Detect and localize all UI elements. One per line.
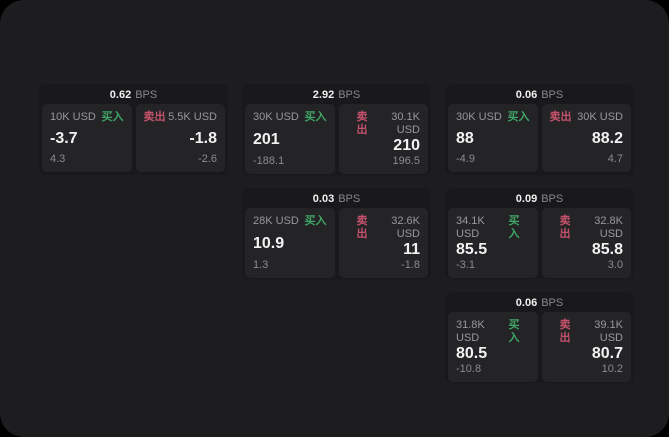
- quote-card: 2.92 BPS 30K USD 买入 201 -188.1 卖出 30.1K …: [242, 84, 431, 175]
- sell-price: 80.7: [591, 345, 623, 362]
- buy-label: 买入: [508, 319, 520, 344]
- quote-cards-grid: 0.62 BPS 10K USD 买入 -3.7 4.3 卖出 5.5K USD: [39, 84, 634, 383]
- buy-price: -3.7: [50, 129, 78, 147]
- sell-panel[interactable]: 卖出 30K USD 88.2 4.7: [541, 104, 631, 172]
- buy-amount: 30K USD: [456, 111, 502, 123]
- bps-unit-label: BPS: [541, 89, 564, 101]
- sell-label: 卖出: [559, 215, 571, 240]
- bps-unit-label: BPS: [135, 89, 158, 101]
- sell-label: 卖出: [356, 111, 368, 136]
- quote-card: 0.06 BPS 31.8K USD 买入 80.5 -10.8 卖出 39.1…: [445, 292, 634, 383]
- sell-label: 卖出: [549, 111, 572, 123]
- bps-unit-label: BPS: [541, 297, 564, 309]
- sell-amount: 32.8K USD: [594, 215, 623, 240]
- buy-label: 买入: [304, 215, 327, 227]
- quote-card: 0.09 BPS 34.1K USD 买入 85.5 -3.1 卖出 32.8K…: [445, 188, 634, 279]
- sell-price: -1.8: [189, 129, 217, 147]
- bps-header: 0.06 BPS: [448, 296, 631, 310]
- buy-price: 10.9: [253, 234, 285, 252]
- buy-panel[interactable]: 10K USD 买入 -3.7 4.3: [42, 104, 132, 172]
- bps-value: 0.09: [515, 193, 538, 205]
- sell-sub-value: -2.6: [198, 153, 217, 165]
- sell-panel[interactable]: 卖出 32.6K USD 11 -1.8: [338, 208, 428, 278]
- bps-value: 0.62: [109, 89, 132, 101]
- bps-unit-label: BPS: [338, 89, 361, 101]
- buy-label: 买入: [304, 111, 327, 123]
- sell-label: 卖出: [143, 111, 166, 123]
- buy-sub-value: 4.3: [50, 153, 66, 165]
- sell-panel[interactable]: 卖出 30.1K USD 210 196.5: [338, 104, 428, 174]
- bps-header: 0.62 BPS: [42, 88, 225, 102]
- bps-value: 0.06: [515, 89, 538, 101]
- sell-panel[interactable]: 卖出 39.1K USD 80.7 10.2: [541, 312, 631, 382]
- buy-panel[interactable]: 30K USD 买入 201 -188.1: [245, 104, 335, 174]
- bps-header: 0.09 BPS: [448, 192, 631, 206]
- buy-price: 88: [456, 129, 474, 147]
- sell-sub-value: -1.8: [401, 259, 420, 271]
- sell-sub-value: 4.7: [607, 153, 623, 165]
- sell-label: 卖出: [559, 319, 571, 344]
- buy-panel[interactable]: 28K USD 买入 10.9 1.3: [245, 208, 335, 278]
- sell-label: 卖出: [356, 215, 368, 240]
- buy-sub-value: -188.1: [253, 155, 285, 167]
- buy-price: 85.5: [456, 241, 488, 258]
- sell-price: 210: [393, 137, 420, 154]
- bps-unit-label: BPS: [338, 193, 361, 205]
- sell-amount: 5.5K USD: [168, 111, 217, 123]
- buy-label: 买入: [507, 111, 530, 123]
- bps-header: 2.92 BPS: [245, 88, 428, 102]
- sell-price: 88.2: [591, 129, 623, 147]
- sell-panel[interactable]: 卖出 5.5K USD -1.8 -2.6: [135, 104, 225, 172]
- buy-label: 买入: [508, 215, 520, 240]
- bps-value: 2.92: [312, 89, 335, 101]
- buy-sub-value: -10.8: [456, 363, 482, 375]
- sell-sub-value: 3.0: [607, 259, 623, 271]
- buy-sub-value: -4.9: [456, 153, 475, 165]
- bps-value: 0.03: [312, 193, 335, 205]
- bps-header: 0.03 BPS: [245, 192, 428, 206]
- bps-value: 0.06: [515, 297, 538, 309]
- buy-amount: 34.1K USD: [456, 215, 485, 240]
- quote-card: 0.62 BPS 10K USD 买入 -3.7 4.3 卖出 5.5K USD: [39, 84, 228, 175]
- sell-amount: 39.1K USD: [594, 319, 623, 344]
- quote-card: 0.03 BPS 28K USD 买入 10.9 1.3 卖出 32.6K US…: [242, 188, 431, 279]
- buy-amount: 30K USD: [253, 111, 299, 123]
- buy-panel[interactable]: 34.1K USD 买入 85.5 -3.1: [448, 208, 538, 278]
- quote-card: 0.06 BPS 30K USD 买入 88 -4.9 卖出 30K USD: [445, 84, 634, 175]
- buy-amount: 10K USD: [50, 111, 96, 123]
- sell-sub-value: 196.5: [392, 155, 420, 167]
- sell-amount: 30K USD: [577, 111, 623, 123]
- buy-panel[interactable]: 30K USD 买入 88 -4.9: [448, 104, 538, 172]
- buy-panel[interactable]: 31.8K USD 买入 80.5 -10.8: [448, 312, 538, 382]
- sell-price: 11: [403, 241, 420, 258]
- buy-sub-value: -3.1: [456, 259, 475, 271]
- sell-price: 85.8: [591, 241, 623, 258]
- sell-amount: 30.1K USD: [391, 111, 420, 136]
- bps-unit-label: BPS: [541, 193, 564, 205]
- sell-amount: 32.6K USD: [391, 215, 420, 240]
- sell-panel[interactable]: 卖出 32.8K USD 85.8 3.0: [541, 208, 631, 278]
- buy-label: 买入: [101, 111, 124, 123]
- buy-sub-value: 1.3: [253, 259, 269, 271]
- bps-header: 0.06 BPS: [448, 88, 631, 102]
- buy-amount: 31.8K USD: [456, 319, 485, 344]
- buy-price: 80.5: [456, 345, 488, 362]
- sell-sub-value: 10.2: [601, 363, 623, 375]
- buy-price: 201: [253, 130, 280, 148]
- buy-amount: 28K USD: [253, 215, 299, 227]
